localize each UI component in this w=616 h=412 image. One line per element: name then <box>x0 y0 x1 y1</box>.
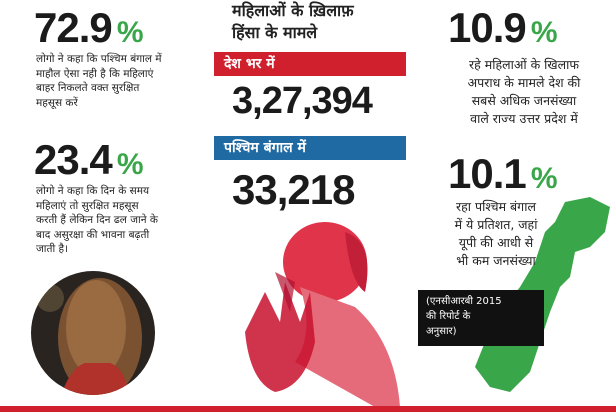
stat-unit: % <box>116 16 144 49</box>
stat-unit: % <box>116 148 144 181</box>
text-line: भी कम जनसंख्या <box>456 253 536 268</box>
illustration <box>245 222 400 407</box>
text-line: महिलाओं के ख़िलाफ़ <box>232 1 354 20</box>
stat-unit: % <box>530 162 558 195</box>
stat-text: रहे महिलाओं के खिलाफ अपराध के मामले देश क… <box>444 56 604 128</box>
heading: महिलाओं के ख़िलाफ़ हिंसा के मामले <box>232 0 354 44</box>
text-line: सबसे अधिक जनसंख्या <box>471 93 577 108</box>
stat-value: 10.9 <box>448 4 527 51</box>
stat-text: लोगो ने कहा कि पश्चिम बंगाल में माहौल ऐसा… <box>36 52 162 110</box>
stat: 10.1 % <box>448 150 558 198</box>
text-line: महिलाएं तो सुरक्षित महसूस <box>36 199 139 212</box>
text-line: रहे महिलाओं के खिलाफ <box>469 57 579 72</box>
stat: 10.9 % <box>448 4 558 52</box>
text-line: लोगो ने कहा कि पश्चिम बंगाल में <box>36 53 162 65</box>
stat-text: रहा पश्चिम बंगाल में ये प्रतिशत, जहां यूपी… <box>446 198 546 270</box>
text-line: बाद असुरक्षा की भावना बढ़ती <box>36 228 150 241</box>
count: 33,218 <box>232 166 355 213</box>
stat-value: 10.1 <box>448 150 527 197</box>
text-line: अनुसार) <box>426 326 457 337</box>
text-line: (एनसीआरबी 2015 <box>426 296 502 307</box>
count: 3,27,394 <box>232 80 373 122</box>
label-bar: पश्चिम बंगाल में <box>214 136 406 160</box>
stat-value: 23.4 <box>34 136 113 183</box>
text-line: वाले राज्य उत्तर प्रदेश में <box>470 111 578 126</box>
source-note: (एनसीआरबी 2015 की रिपोर्ट के अनुसार) <box>418 290 544 346</box>
text-line: माहौल ऐसा नही है कि महिलाएं <box>36 67 154 80</box>
stat-text: लोगो ने कहा कि दिन के समय महिलाएं तो सुरक… <box>36 184 158 257</box>
text-line: बाहर निकलते वक्त सुरक्षित <box>36 82 140 94</box>
stat-value: 72.9 <box>34 4 113 51</box>
text-line: करती हैं लेकिन दिन ढल जाने के <box>36 214 158 226</box>
text-line: लोगो ने कहा कि दिन के समय <box>36 185 150 197</box>
text-line: महसूस करें <box>36 96 78 109</box>
text-line: की रिपोर्ट के <box>426 311 471 322</box>
stat: 72.9 % <box>34 4 144 52</box>
stat: 23.4 % <box>34 136 144 184</box>
stat-unit: % <box>530 16 558 49</box>
text-line: यूपी की आधी से <box>458 235 534 250</box>
bottom-band <box>0 406 616 412</box>
text-line: हिंसा के मामले <box>232 23 318 42</box>
photo <box>31 271 155 395</box>
text-line: जाती है। <box>36 243 69 255</box>
text-line: अपराध के मामले देश की <box>467 75 581 90</box>
label-bar: देश भर में <box>214 52 406 76</box>
text-line: रहा पश्चिम बंगाल <box>456 199 536 214</box>
text-line: में ये प्रतिशत, जहां <box>454 217 538 232</box>
